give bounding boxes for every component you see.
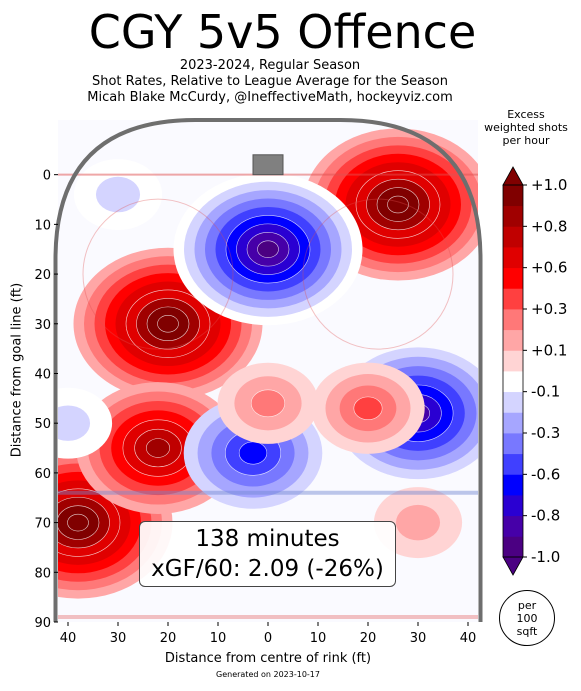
x-axis-label: Distance from centre of rink (ft) [164,651,372,666]
colorbar-segment [503,536,523,558]
x-tick-label: 30 [110,631,127,646]
colorbar-title-line: weighted shots [484,121,568,134]
colorbar-title-line: per hour [502,134,550,147]
heat-region [146,438,171,458]
unit-circle: per 100 sqft [499,590,555,646]
y-tick-label: 80 [34,566,51,581]
y-tick-label: 90 [34,616,51,631]
heat-region [250,389,286,418]
colorbar-segment [503,267,523,289]
heat-region [95,176,141,213]
colorbar-segment [503,288,523,310]
colorbar-tick-label: -1.0 [531,548,560,566]
x-tick-label: 10 [210,631,227,646]
x-tick-label: 40 [60,631,77,646]
colorbar-segment [503,371,523,393]
colorbar-tick-label: +0.8 [531,217,567,235]
colorbar-bottom-extend [502,556,524,576]
colorbar-tick-label: +1.0 [531,176,567,194]
goal-net [252,154,284,176]
y-tick-label: 70 [34,517,51,532]
unit-line: sqft [516,625,538,638]
colorbar-segment [503,495,523,517]
colorbar-tick-label: +0.1 [531,341,567,359]
colorbar-top-extend [502,166,524,186]
colorbar-segment [503,350,523,372]
y-axis-label: Distance from goal line (ft) [9,282,25,458]
y-tick-label: 30 [34,318,51,333]
rink-boards [53,118,483,622]
colorbar-segment [503,185,523,207]
y-tick-label: 0 [43,169,51,184]
heat-region [157,315,179,333]
colorbar-segment [503,309,523,331]
x-tick-label: 40 [460,631,477,646]
colorbar-segment [503,391,523,413]
colorbar-segment [503,226,523,248]
y-tick-label: 20 [34,268,51,283]
x-tick-label: 20 [160,631,177,646]
colorbar-tick-label: -0.6 [531,465,560,483]
unit-line: per [517,599,537,612]
colorbar-title: Excess weighted shots per hour [476,108,576,147]
colorbar-frame [502,184,524,558]
colorbar-segment [503,247,523,269]
heat-region [395,504,441,541]
heat-region [387,195,409,214]
colorbar-segment [503,433,523,455]
minutes-label: 138 minutes [195,526,340,552]
colorbar-segment [503,474,523,496]
chart-title: CGY 5v5 Offence [88,5,477,59]
colorbar-title-line: Excess [507,108,545,121]
heat-region [58,405,91,441]
colorbar-tick-label: -0.3 [531,424,560,442]
colorbar-segment [503,329,523,351]
heat-region [353,396,383,420]
x-tick-label: 30 [410,631,427,646]
colorbar-segment [503,515,523,537]
colorbar-tick-label: -0.1 [531,383,560,401]
faceoff-circle [302,198,454,350]
colorbar-tick-label: -0.8 [531,507,560,525]
x-tick-label: 20 [360,631,377,646]
heat-region [257,240,279,258]
unit-line: 100 [516,612,538,625]
faceoff-circle [82,198,234,350]
subtitle-season: 2023-2024, Regular Season [179,58,361,73]
y-tick-label: 10 [34,218,51,233]
colorbar-segment [503,205,523,227]
subtitle-author: Micah Blake McCurdy, @IneffectiveMath, h… [87,90,453,105]
y-tick-label: 50 [34,417,51,432]
y-tick-label: 60 [34,467,51,482]
subtitle-description: Shot Rates, Relative to League Average f… [91,74,449,89]
y-tick-label: 40 [34,367,51,382]
x-tick-label: 0 [264,631,272,646]
x-tick-label: 10 [310,631,327,646]
heat-region [238,441,268,465]
colorbar-tick-label: +0.3 [531,300,567,318]
colorbar-segment [503,453,523,475]
generated-date: Generated on 2023-10-17 [216,670,320,679]
xgf-label: xGF/60: 2.09 (-26%) [151,556,384,582]
colorbar-segment [503,412,523,434]
colorbar-tick-label: +0.6 [531,259,567,277]
heat-region [67,513,89,532]
summary-box: 138 minutes xGF/60: 2.09 (-26%) [139,521,396,587]
